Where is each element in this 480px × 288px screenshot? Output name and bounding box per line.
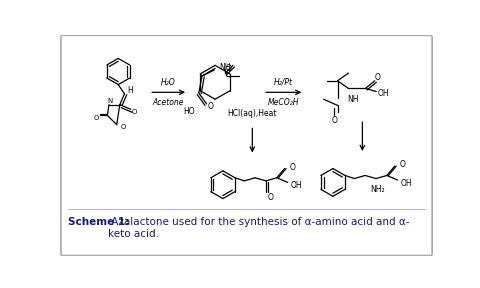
- Text: HCl(aq),Heat: HCl(aq),Heat: [227, 109, 276, 118]
- Text: O: O: [398, 160, 404, 169]
- Text: O: O: [207, 103, 213, 111]
- Text: OH: OH: [377, 89, 389, 98]
- FancyBboxPatch shape: [61, 35, 431, 255]
- Text: HO: HO: [183, 107, 195, 116]
- Text: OH: OH: [400, 179, 411, 188]
- Text: MeCO₂H: MeCO₂H: [267, 98, 299, 107]
- Text: NH: NH: [346, 95, 358, 104]
- Text: Azalactone used for the synthesis of α-amino acid and α-
keto acid.: Azalactone used for the synthesis of α-a…: [108, 217, 409, 239]
- Text: H₂O: H₂O: [161, 78, 176, 87]
- Text: O: O: [331, 116, 336, 125]
- Text: O: O: [94, 115, 99, 121]
- Text: OH: OH: [290, 181, 302, 190]
- Text: O: O: [120, 124, 125, 130]
- Text: O: O: [288, 162, 294, 171]
- Text: O: O: [226, 64, 231, 73]
- Text: O: O: [267, 193, 273, 202]
- Text: Scheme 1:: Scheme 1:: [68, 217, 129, 227]
- Text: O: O: [374, 73, 380, 82]
- Text: NH₂: NH₂: [370, 185, 384, 194]
- Text: O: O: [132, 109, 137, 115]
- Text: H₂/Pt: H₂/Pt: [274, 78, 293, 87]
- Text: NH: NH: [219, 63, 231, 72]
- Text: H: H: [127, 86, 132, 95]
- Text: Acetone: Acetone: [153, 98, 184, 107]
- Text: N: N: [107, 98, 112, 104]
